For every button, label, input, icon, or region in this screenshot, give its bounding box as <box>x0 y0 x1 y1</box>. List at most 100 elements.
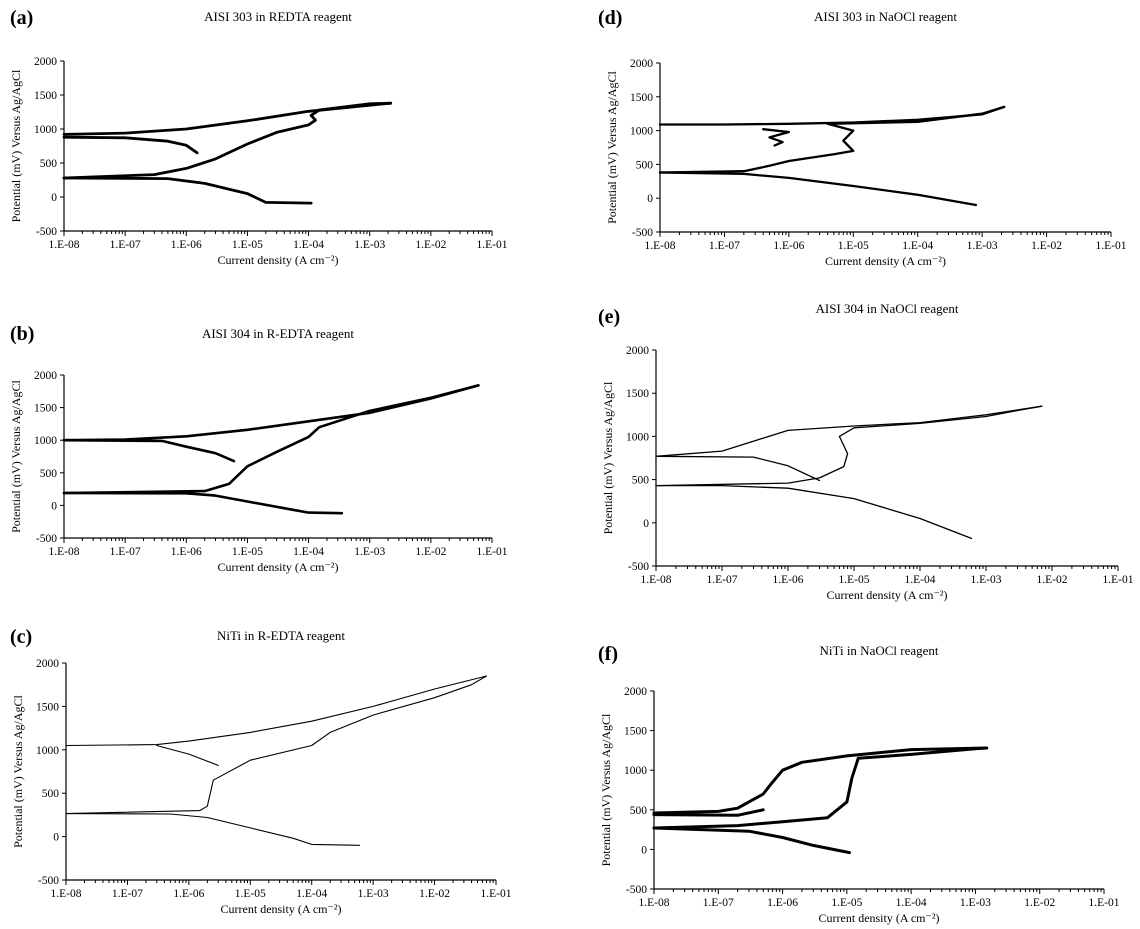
x-tick-label: 1.E-08 <box>49 239 80 251</box>
panel-a: (a) AISI 303 in REDTA reagent -500 0 500 1000… <box>9 7 508 267</box>
panel-letter: (c) <box>10 626 32 648</box>
y-axis-label: Potential (mV) Versus Ag/AgCl <box>601 381 615 534</box>
x-tick-label: 1.E-05 <box>839 574 870 586</box>
y-tick-label: 500 <box>40 158 58 170</box>
chart-title: AISI 304 in NaOCl reagent <box>816 301 959 316</box>
chart-title: NiTi in NaOCl reagent <box>819 643 938 658</box>
polarization-curve-3 <box>65 675 488 747</box>
y-tick-label: 0 <box>641 844 647 856</box>
polarization-curve-1 <box>652 826 851 855</box>
x-tick-label: 1.E-03 <box>971 574 1002 586</box>
y-tick-label: -500 <box>36 226 57 238</box>
y-tick-label: 2000 <box>34 56 57 68</box>
x-axis-label: Current density (A cm⁻²) <box>819 911 940 925</box>
x-axis-label: Current density (A cm⁻²) <box>825 254 946 268</box>
chart-title: AISI 304 in R-EDTA reagent <box>202 326 354 341</box>
x-tick-label: 1.E-04 <box>293 239 324 251</box>
y-tick-label: 2000 <box>34 370 57 382</box>
polarization-curve-4 <box>655 455 821 482</box>
x-tick-label: 1.E-07 <box>703 897 734 909</box>
polarization-curve-1 <box>65 813 361 846</box>
x-axis-label: Current density (A cm⁻²) <box>221 902 342 916</box>
panel-letter: (b) <box>10 323 34 345</box>
x-tick-label: 1.E-03 <box>354 546 385 558</box>
y-tick-label: -500 <box>626 884 647 896</box>
y-tick-label: -500 <box>628 561 649 573</box>
y-tick-label: 2000 <box>624 686 647 698</box>
polarization-curve-2 <box>62 101 393 180</box>
polarization-curve-3 <box>658 105 1006 126</box>
x-tick-label: 1.E-05 <box>232 239 263 251</box>
panel-f: (f) NiTi in NaOCl reagent -500 0 500 1000 1500… <box>598 643 1120 925</box>
y-tick-label: 1500 <box>630 92 653 104</box>
y-tick-label: 500 <box>40 468 58 480</box>
x-axis-label: Current density (A cm⁻²) <box>827 588 948 602</box>
x-tick-label: 1.E-05 <box>838 240 869 252</box>
x-tick-label: 1.E-04 <box>293 546 324 558</box>
panel-letter: (a) <box>10 7 33 29</box>
y-tick-label: 500 <box>636 159 654 171</box>
panel-b: (b) AISI 304 in R-EDTA reagent -500 0 500 100… <box>9 323 508 574</box>
x-tick-label: 1.E-08 <box>639 897 670 909</box>
panel-letter: (f) <box>598 643 618 665</box>
y-tick-label: -500 <box>632 227 653 239</box>
polarization-curve-4 <box>652 808 765 817</box>
polarization-curve-1 <box>62 491 344 515</box>
x-tick-label: 1.E-04 <box>905 574 936 586</box>
x-tick-label: 1.E-04 <box>296 888 327 900</box>
x-tick-label: 1.E-07 <box>709 240 740 252</box>
x-tick-label: 1.E-08 <box>641 574 672 586</box>
polarization-curve-4 <box>762 128 791 147</box>
x-tick-label: 1.E-01 <box>477 239 508 251</box>
polarization-curve-2 <box>65 675 488 815</box>
polarization-curve-3 <box>62 384 480 442</box>
x-tick-label: 1.E-04 <box>902 240 933 252</box>
y-tick-label: 1500 <box>34 403 57 415</box>
x-tick-label: 1.E-03 <box>960 897 991 909</box>
chart-title: AISI 303 in REDTA reagent <box>204 9 352 24</box>
polarization-curve-3 <box>655 405 1043 457</box>
chart-title: AISI 303 in NaOCl reagent <box>814 9 957 24</box>
x-tick-label: 1.E-08 <box>51 888 82 900</box>
x-tick-label: 1.E-03 <box>967 240 998 252</box>
y-tick-label: 0 <box>51 500 57 512</box>
chart-title: NiTi in R-EDTA reagent <box>217 628 345 643</box>
x-tick-label: 1.E-07 <box>110 239 141 251</box>
panel-d: (d) AISI 303 in NaOCl reagent -500 0 500 1000… <box>598 7 1127 268</box>
y-tick-label: 2000 <box>36 658 59 670</box>
y-tick-label: -500 <box>38 875 59 887</box>
x-tick-label: 1.E-06 <box>171 546 202 558</box>
polarization-curve-4 <box>156 744 219 766</box>
y-tick-label: 2000 <box>626 345 649 357</box>
y-tick-label: 1000 <box>624 765 647 777</box>
y-tick-label: 1500 <box>626 388 649 400</box>
x-tick-label: 1.E-06 <box>173 888 204 900</box>
polarization-curve-4 <box>62 438 236 463</box>
y-axis-label: Potential (mV) Versus Ag/AgCl <box>9 69 23 222</box>
x-tick-label: 1.E-01 <box>1103 574 1134 586</box>
y-tick-label: 1000 <box>34 435 57 447</box>
panel-letter: (e) <box>598 306 620 328</box>
polarization-curve-3 <box>62 101 393 136</box>
x-axis-label: Current density (A cm⁻²) <box>218 253 339 267</box>
panel-c: (c) NiTi in R-EDTA reagent -500 0 500 1000 150… <box>10 626 512 916</box>
y-axis-label: Potential (mV) Versus Ag/AgCl <box>11 694 25 847</box>
x-tick-label: 1.E-01 <box>481 888 512 900</box>
x-tick-label: 1.E-06 <box>773 574 804 586</box>
panel-letter: (d) <box>598 7 622 29</box>
x-tick-label: 1.E-02 <box>415 239 446 251</box>
x-tick-label: 1.E-05 <box>235 888 266 900</box>
y-tick-label: -500 <box>36 533 57 545</box>
x-tick-label: 1.E-02 <box>415 546 446 558</box>
panel-e: (e) AISI 304 in NaOCl reagent -500 0 500 1000… <box>598 301 1134 602</box>
y-tick-label: 2000 <box>630 58 653 70</box>
x-tick-label: 1.E-08 <box>49 546 80 558</box>
x-tick-label: 1.E-06 <box>767 897 798 909</box>
polarization-curve-2 <box>658 105 1006 174</box>
x-tick-label: 1.E-02 <box>1037 574 1068 586</box>
x-tick-label: 1.E-07 <box>707 574 738 586</box>
x-tick-label: 1.E-05 <box>232 546 263 558</box>
y-axis-label: Potential (mV) Versus Ag/AgCl <box>599 713 613 866</box>
y-tick-label: 1500 <box>34 90 57 102</box>
x-tick-label: 1.E-07 <box>110 546 141 558</box>
